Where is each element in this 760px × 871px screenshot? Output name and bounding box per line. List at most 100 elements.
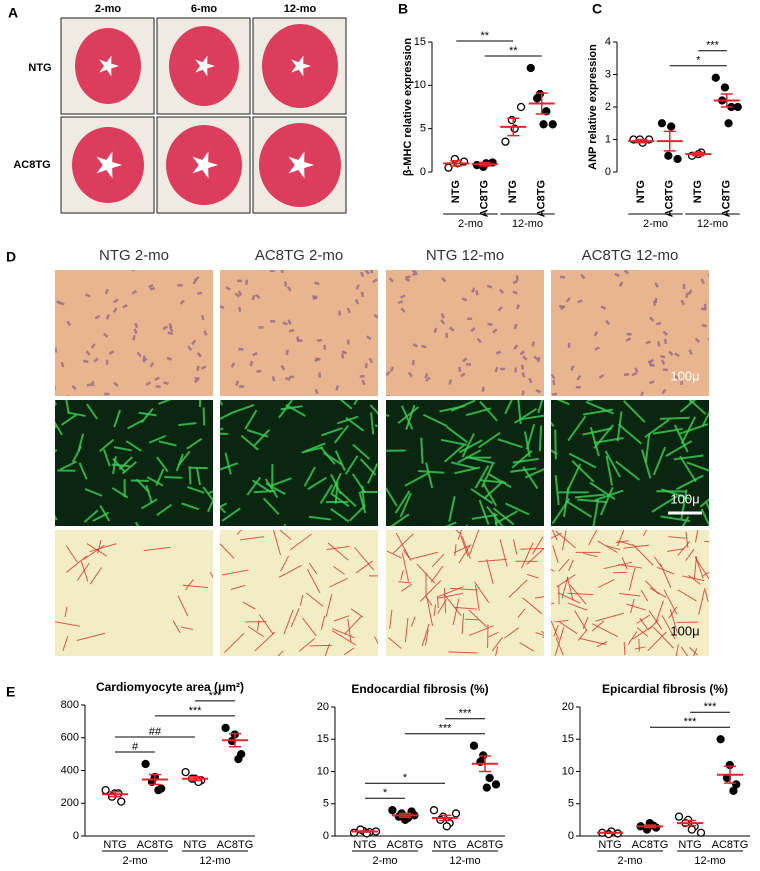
texture [400,294,406,299]
texture [634,367,639,373]
texture [674,352,680,358]
texture [389,366,395,372]
texture [113,381,119,387]
texture [306,568,321,594]
significance-label: *** [704,701,718,713]
texture [471,287,476,293]
data-point [221,723,230,733]
texture [86,403,98,420]
texture [230,584,246,590]
group-label: 12-mo [512,218,543,230]
texture [655,600,664,624]
data-point [548,120,557,129]
texture [567,415,587,442]
texture [701,307,707,311]
texture [536,356,541,363]
texture [221,569,249,576]
texture [278,564,303,578]
micrograph [551,530,709,656]
texture [331,630,357,646]
texture [461,536,471,560]
texture [134,322,139,329]
y-tick-label: 400 [61,764,79,776]
texture [220,462,239,471]
texture [358,491,367,514]
texture [104,288,109,295]
texture [558,621,578,634]
texture [55,425,57,429]
texture [220,305,225,309]
texture [186,485,205,494]
texture [597,579,615,588]
texture [421,344,427,349]
texture [675,644,679,656]
texture [237,306,242,313]
texture [430,565,444,583]
y-tick-label: 0 [73,830,79,842]
texture [360,291,365,297]
texture [673,454,704,461]
row-label: NTG [28,62,51,74]
texture [498,288,505,294]
texture [659,354,666,359]
micrograph-bg [220,530,378,656]
texture [701,411,709,427]
texture [400,405,414,430]
texture [166,356,172,361]
data-point [501,137,510,146]
texture [521,542,534,569]
texture [474,465,490,489]
texture [289,533,312,551]
texture [504,400,513,415]
micrograph [55,400,213,526]
texture [522,355,528,361]
texture [443,593,462,616]
texture [669,609,678,634]
significance-label: *** [189,705,203,717]
texture [639,617,648,630]
texture [626,603,646,611]
texture [244,279,249,285]
micrograph-bg [55,270,213,396]
texture [314,388,319,395]
texture [680,646,689,656]
texture [659,563,672,588]
panel-label: C [592,1,602,17]
texture [614,272,620,278]
texture [645,340,652,345]
texture [534,596,544,599]
significance-label: * [403,772,408,784]
x-tick-label: AC8TG [387,839,424,851]
significance-label: *** [684,716,698,728]
texture [141,498,158,510]
texture [352,443,371,460]
texture [681,515,690,526]
y-tick-label: 10 [562,765,574,777]
texture [685,292,689,298]
texture [538,425,543,452]
texture [392,533,414,554]
column-label: 6-mo [191,3,218,15]
texture [386,394,390,396]
significance-label: ## [149,726,162,738]
texture [320,615,326,630]
data-point [674,812,684,821]
column-label: AC8TG 12-mo [582,247,679,264]
texture [410,551,439,560]
texture [89,543,117,553]
texture [693,648,698,656]
texture [220,411,234,421]
texture [495,350,502,355]
data-point [451,809,461,818]
texture [528,377,533,384]
texture [661,615,676,640]
texture [225,286,231,291]
texture [495,646,499,656]
texture [556,400,570,406]
texture [196,365,200,372]
texture [551,532,562,539]
texture [519,350,525,356]
texture [255,293,261,300]
texture [551,602,555,605]
texture [353,400,359,406]
